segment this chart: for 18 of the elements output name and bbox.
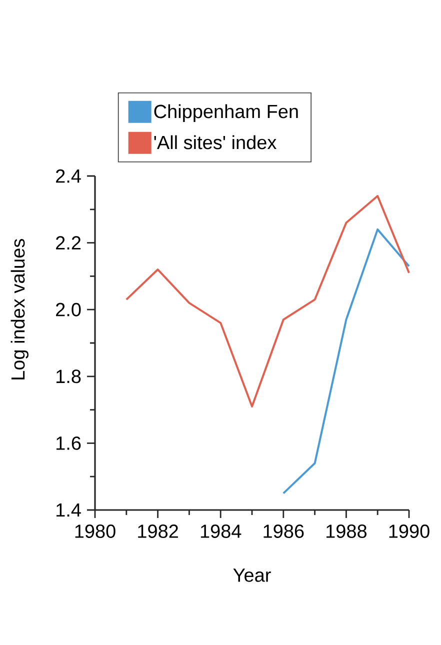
x-tick-label: 1982 (138, 524, 178, 538)
legend-label: Chippenham Fen (154, 104, 298, 122)
y-tick-label: 1.4 (56, 503, 81, 517)
y-axis-title: Log index values (10, 239, 28, 380)
y-tick-label: 2.0 (56, 302, 81, 316)
legend-label: 'All sites' index (154, 135, 277, 150)
y-tick-label: 2.4 (56, 169, 81, 183)
line-series (282, 228, 410, 494)
x-tick-label: 1986 (264, 524, 304, 538)
y-tick-label: 1.8 (56, 370, 81, 384)
line-series (125, 195, 410, 408)
x-tick-label: 1990 (389, 524, 430, 538)
x-axis-title: Year (233, 568, 271, 582)
y-tick-label: 2.2 (56, 236, 81, 250)
x-tick-label: 1980 (75, 524, 116, 538)
x-tick-label: 1984 (200, 524, 242, 538)
x-tick-label: 1988 (326, 524, 366, 538)
y-tick-label: 1.6 (56, 436, 81, 450)
